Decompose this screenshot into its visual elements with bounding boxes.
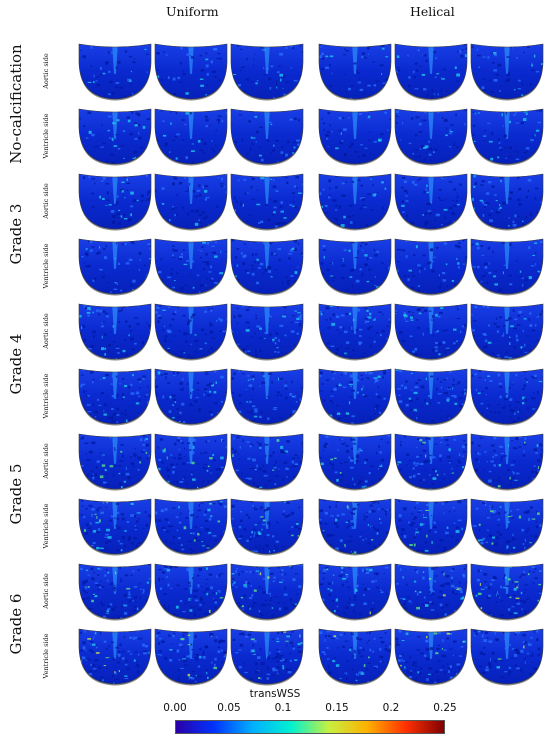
leaflet-map: [394, 43, 468, 101]
colorbar-tick: 0.00: [163, 702, 187, 714]
colorbar: [175, 720, 445, 734]
leaflet-map: [470, 563, 544, 621]
leaflet-map: [230, 433, 304, 491]
group-label: Grade 5: [7, 463, 25, 524]
colorbar-tick: 0.1: [274, 702, 292, 714]
leaflet-map: [154, 563, 228, 621]
leaflet-map: [154, 368, 228, 426]
leaflet-map: [470, 108, 544, 166]
leaflet-map: [470, 173, 544, 231]
leaflet-map: [154, 108, 228, 166]
leaflet-map: [470, 303, 544, 361]
leaflet-map: [394, 173, 468, 231]
group-label: Grade 4: [7, 333, 25, 394]
leaflet-map: [394, 108, 468, 166]
leaflet-map: [318, 628, 392, 686]
leaflet-map: [470, 628, 544, 686]
leaflet-map: [394, 433, 468, 491]
side-label: Ventricle side: [42, 373, 50, 419]
leaflet-map: [318, 173, 392, 231]
leaflet-map: [470, 498, 544, 556]
leaflet-map: [394, 303, 468, 361]
leaflet-map: [154, 238, 228, 296]
leaflet-map: [318, 563, 392, 621]
leaflet-map: [470, 368, 544, 426]
leaflet-map: [230, 303, 304, 361]
leaflet-map: [78, 303, 152, 361]
leaflet-map: [154, 433, 228, 491]
leaflet-map: [78, 368, 152, 426]
leaflet-map: [230, 368, 304, 426]
colorbar-tick: 0.15: [325, 702, 349, 714]
leaflet-map: [154, 303, 228, 361]
group-label: Grade 3: [7, 203, 25, 264]
side-label: Ventricle side: [42, 113, 50, 159]
side-label: Aortic side: [42, 443, 50, 479]
leaflet-map: [230, 238, 304, 296]
leaflet-map: [78, 238, 152, 296]
leaflet-map: [318, 498, 392, 556]
side-label: Aortic side: [42, 573, 50, 609]
leaflet-map: [154, 173, 228, 231]
side-label: Aortic side: [42, 183, 50, 219]
leaflet-map: [78, 43, 152, 101]
leaflet-map: [394, 563, 468, 621]
leaflet-map: [78, 498, 152, 556]
side-label: Ventricle side: [42, 503, 50, 549]
leaflet-map: [78, 433, 152, 491]
colorbar-tick: 0.2: [382, 702, 400, 714]
leaflet-map: [318, 368, 392, 426]
leaflet-map: [154, 43, 228, 101]
leaflet-map: [154, 628, 228, 686]
leaflet-map: [470, 43, 544, 101]
leaflet-map: [154, 498, 228, 556]
side-label: Aortic side: [42, 313, 50, 349]
leaflet-map: [230, 628, 304, 686]
leaflet-map: [470, 433, 544, 491]
side-label: Ventricle side: [42, 243, 50, 289]
leaflet-map: [318, 238, 392, 296]
group-label: Grade 6: [7, 593, 25, 654]
leaflet-map: [230, 498, 304, 556]
leaflet-map: [394, 238, 468, 296]
leaflet-map: [230, 563, 304, 621]
group-label: No-calcification: [7, 43, 25, 164]
leaflet-map: [318, 433, 392, 491]
column-title-helical: Helical: [410, 4, 455, 19]
leaflet-map: [318, 303, 392, 361]
leaflet-map: [230, 108, 304, 166]
leaflet-map: [78, 563, 152, 621]
colorbar-tick: 0.05: [217, 702, 241, 714]
leaflet-map: [318, 43, 392, 101]
leaflet-map: [230, 43, 304, 101]
leaflet-map: [230, 173, 304, 231]
leaflet-map: [470, 238, 544, 296]
leaflet-map: [78, 173, 152, 231]
side-label: Aortic side: [42, 53, 50, 89]
leaflet-map: [394, 368, 468, 426]
colorbar-tick: 0.25: [433, 702, 457, 714]
leaflet-map: [394, 498, 468, 556]
side-label: Ventricle side: [42, 633, 50, 679]
column-title-uniform: Uniform: [166, 4, 219, 19]
colorbar-title: transWSS: [249, 688, 301, 700]
leaflet-map: [394, 628, 468, 686]
leaflet-map: [78, 628, 152, 686]
leaflet-map: [78, 108, 152, 166]
leaflet-map: [318, 108, 392, 166]
